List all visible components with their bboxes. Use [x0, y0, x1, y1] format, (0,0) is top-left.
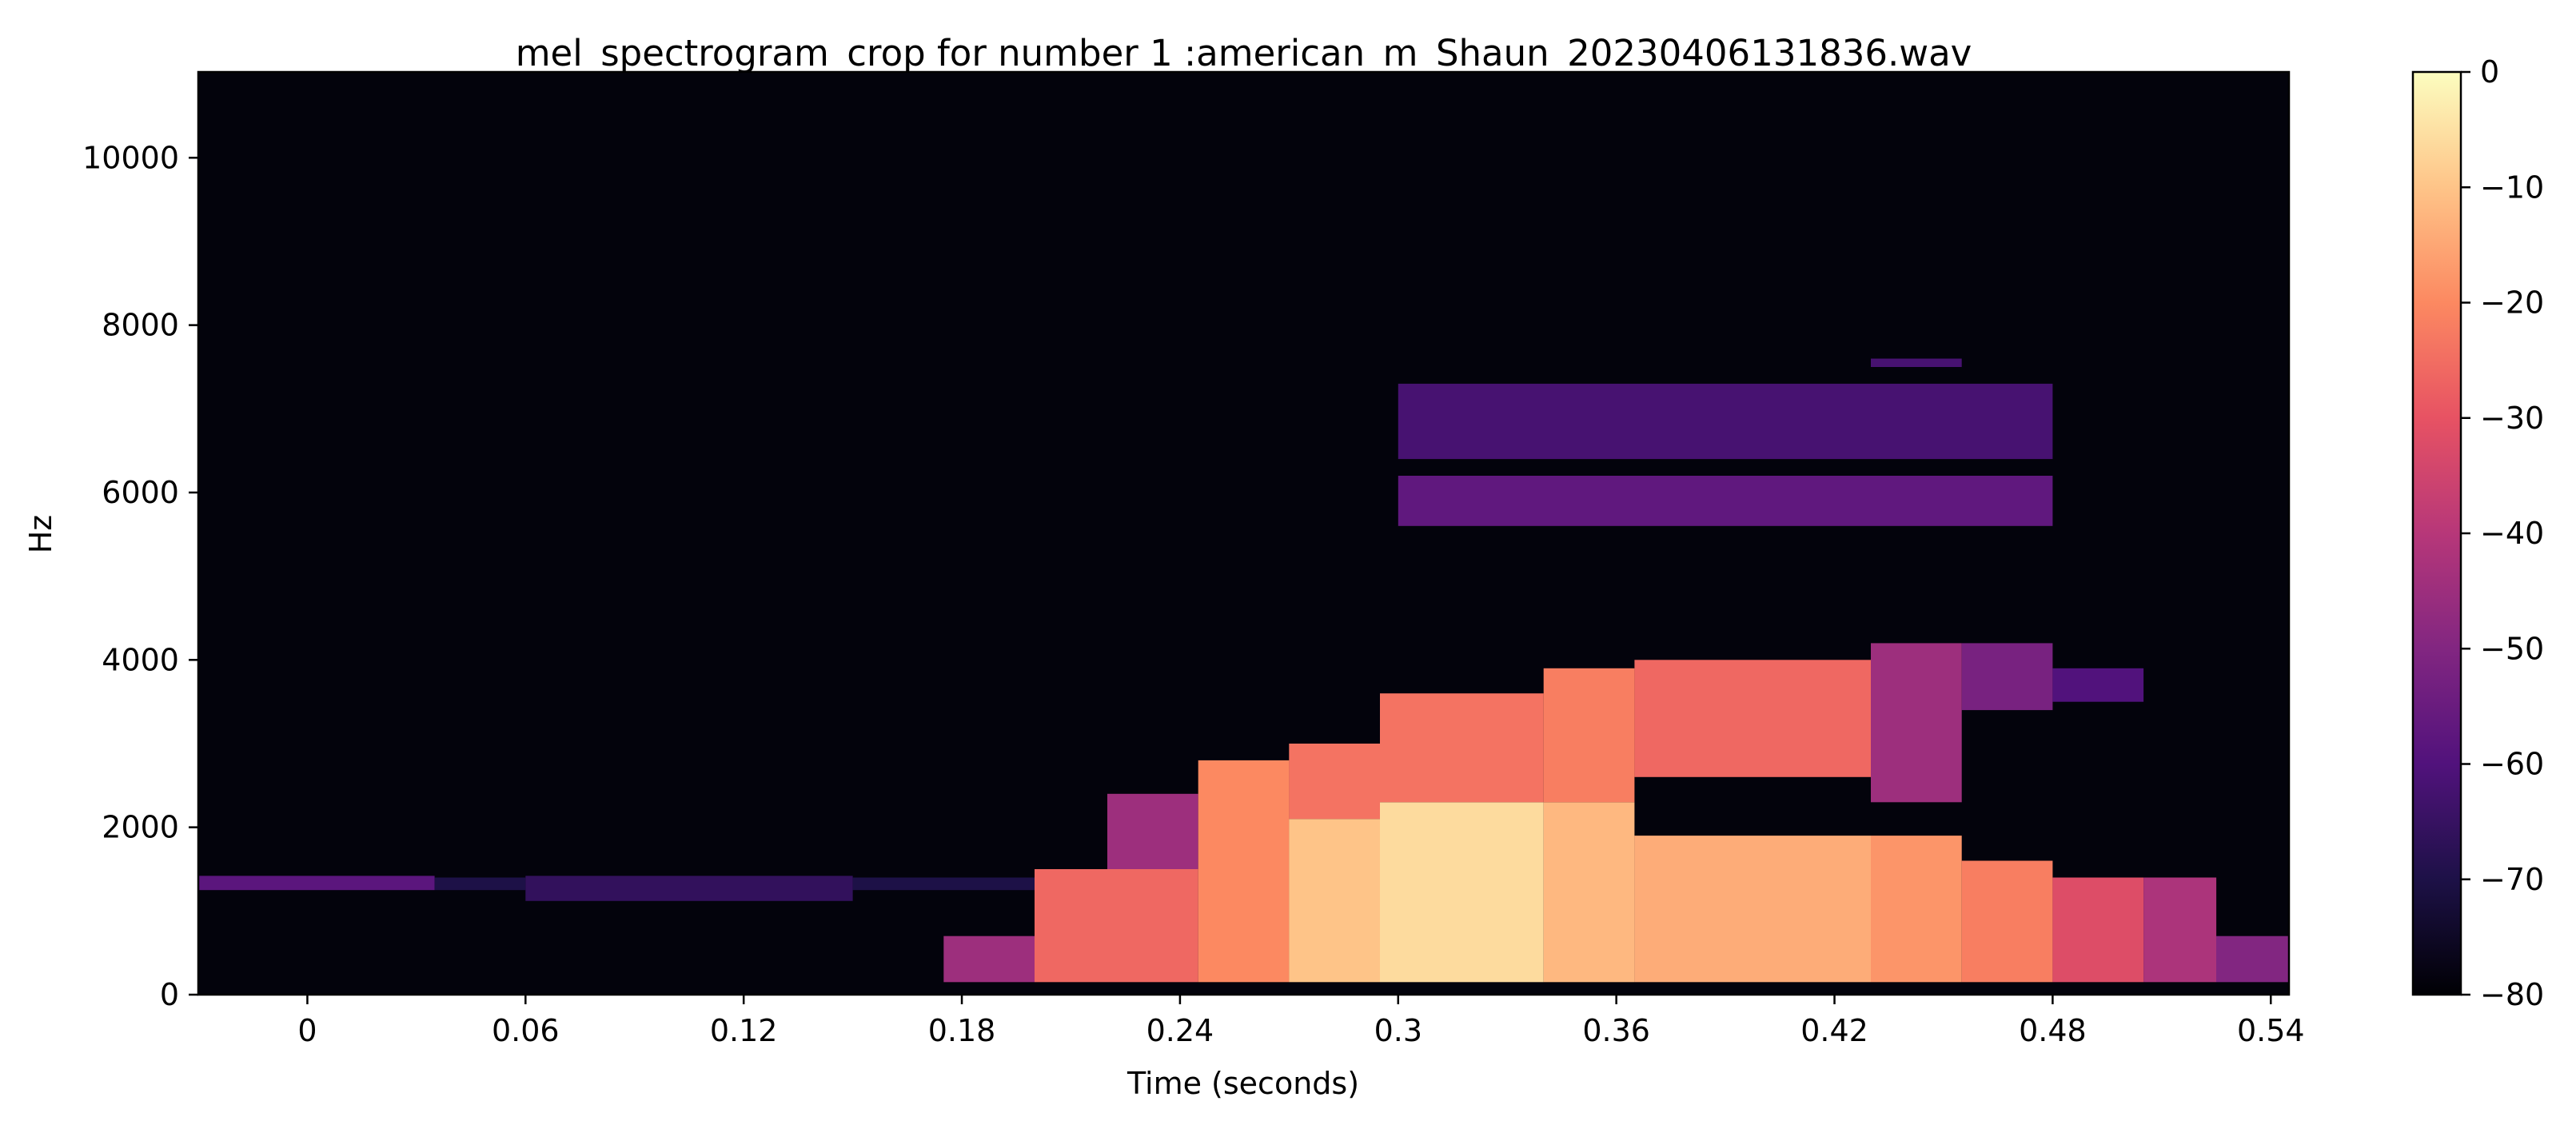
- colorbar-tick-label: −60: [2480, 747, 2544, 782]
- heatmap-cell-5: [1035, 869, 1198, 983]
- heatmap-cell-24: [1398, 476, 2053, 526]
- y-tick-label: 2000: [102, 810, 179, 845]
- y-tick-label: 4000: [102, 642, 179, 677]
- heatmap-cell-9: [1289, 744, 1380, 820]
- colorbar-tick-label: −10: [2480, 170, 2544, 205]
- y-tick-label: 10000: [82, 140, 179, 175]
- colorbar-tick-label: −70: [2480, 862, 2544, 897]
- x-tick-label: 0.3: [1374, 1013, 1422, 1048]
- heatmap-cell-20: [2052, 877, 2144, 983]
- heatmap-cell-11: [1380, 693, 1544, 803]
- x-tick-label: 0.36: [1582, 1013, 1650, 1048]
- x-tick-label: 0.12: [710, 1013, 778, 1048]
- heatmap-cell-1: [434, 877, 526, 891]
- heatmap-cell-18: [1961, 860, 2053, 983]
- x-tick-label: 0.06: [492, 1013, 560, 1048]
- heatmap-cell-23: [2216, 936, 2289, 983]
- heatmap-cells: [198, 358, 2289, 983]
- heatmap-cell-13: [1543, 668, 1635, 803]
- y-axis: 0 2000 4000 6000 8000 10000: [82, 140, 198, 1012]
- colorbar-tick-label: −40: [2480, 516, 2544, 551]
- x-tick-label: 0.18: [928, 1013, 996, 1048]
- y-tick-label: 8000: [102, 308, 179, 343]
- heatmap-cell-26: [1871, 358, 1962, 367]
- heatmap-cell-14: [1634, 836, 1871, 983]
- heatmap-cell-17: [1871, 643, 1962, 803]
- heatmap-cell-4: [943, 936, 1035, 983]
- chart-title: mel_spectrogram_crop for number 1 :ameri…: [515, 32, 1972, 74]
- x-tick-label: 0.42: [1800, 1013, 1868, 1048]
- heatmap-cell-3: [852, 877, 1035, 891]
- x-axis-label: Time (seconds): [1127, 1066, 1359, 1101]
- heatmap-cell-7: [1198, 760, 1290, 983]
- heatmap-cell-21: [2052, 668, 2144, 702]
- plot-frame: [197, 70, 2291, 996]
- heatmap-cell-0: [198, 876, 435, 891]
- colorbar-tick-label: −80: [2480, 977, 2544, 1012]
- x-axis: 0 0.06 0.12 0.18 0.24 0.3 0.36 0.42 0.48 0.54: [297, 995, 2305, 1048]
- colorbar-tick-label: −30: [2480, 401, 2544, 436]
- heatmap-cell-15: [1634, 660, 1871, 777]
- y-tick-label: 6000: [102, 475, 179, 510]
- colorbar: [2411, 70, 2462, 996]
- heatmap-cell-19: [1961, 643, 2053, 711]
- heatmap-cell-2: [525, 876, 853, 901]
- x-tick-label: 0.48: [2019, 1013, 2087, 1048]
- colorbar-axis: 0 −10 −20 −30 −40 −50 −60 −70 −80: [2461, 54, 2544, 1012]
- heatmap-cell-12: [1543, 802, 1635, 983]
- heatmap-cell-22: [2143, 877, 2217, 983]
- heatmap-cell-16: [1871, 836, 1962, 983]
- heatmap-cell-10: [1380, 802, 1544, 983]
- heatmap-cell-8: [1289, 819, 1380, 983]
- x-tick-label: 0.24: [1146, 1013, 1214, 1048]
- heatmap-cell-6: [1107, 793, 1198, 869]
- y-axis-label: Hz: [23, 515, 58, 554]
- y-tick-label: 0: [160, 977, 179, 1012]
- colorbar-tick-label: −20: [2480, 285, 2544, 321]
- colorbar-tick-label: 0: [2480, 54, 2499, 90]
- x-tick-label: 0: [297, 1013, 317, 1048]
- colorbar-tick-label: −50: [2480, 631, 2544, 666]
- x-tick-label: 0.54: [2237, 1013, 2305, 1048]
- heatmap-cell-25: [1398, 383, 2053, 460]
